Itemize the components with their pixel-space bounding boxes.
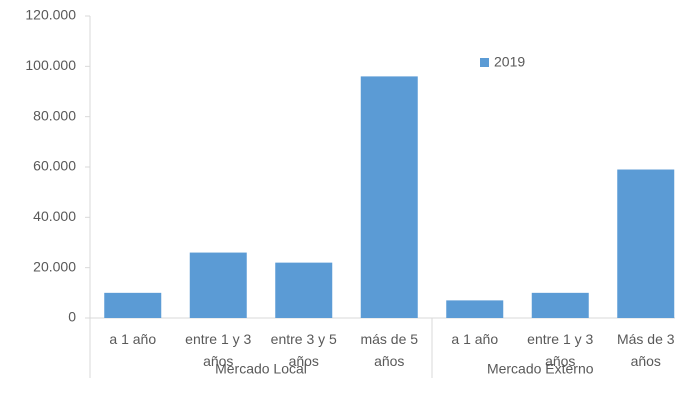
y-tick-label: 60.000 xyxy=(33,158,76,174)
x-tick-label: entre 1 y 3 años xyxy=(527,331,593,369)
y-tick-label: 120.000 xyxy=(25,7,76,23)
x-tick-label: entre 3 y 5 años xyxy=(271,331,337,369)
y-tick-label: 80.000 xyxy=(33,107,76,123)
legend-label: 2019 xyxy=(494,54,525,70)
bar xyxy=(189,252,247,318)
x-tick-label: Más de 3 años xyxy=(617,331,675,369)
x-tick-label: a 1 año xyxy=(451,331,498,347)
x-tick-label: entre 1 y 3 años xyxy=(185,331,251,369)
x-tick-label: más de 5 años xyxy=(360,331,418,369)
bar xyxy=(446,300,504,318)
x-tick-label: a 1 año xyxy=(109,331,156,347)
bar xyxy=(531,292,589,318)
bar xyxy=(360,76,418,319)
group-label: Mercado Local xyxy=(215,361,307,377)
y-tick-label: 20.000 xyxy=(33,258,76,274)
legend-swatch xyxy=(480,58,489,67)
bar xyxy=(104,292,162,318)
y-tick-label: 40.000 xyxy=(33,208,76,224)
y-tick-label: 100.000 xyxy=(25,57,76,73)
y-tick-label: 0 xyxy=(68,309,76,325)
group-label: Mercado Externo xyxy=(487,361,594,377)
bar xyxy=(275,262,333,318)
bar xyxy=(617,169,675,318)
